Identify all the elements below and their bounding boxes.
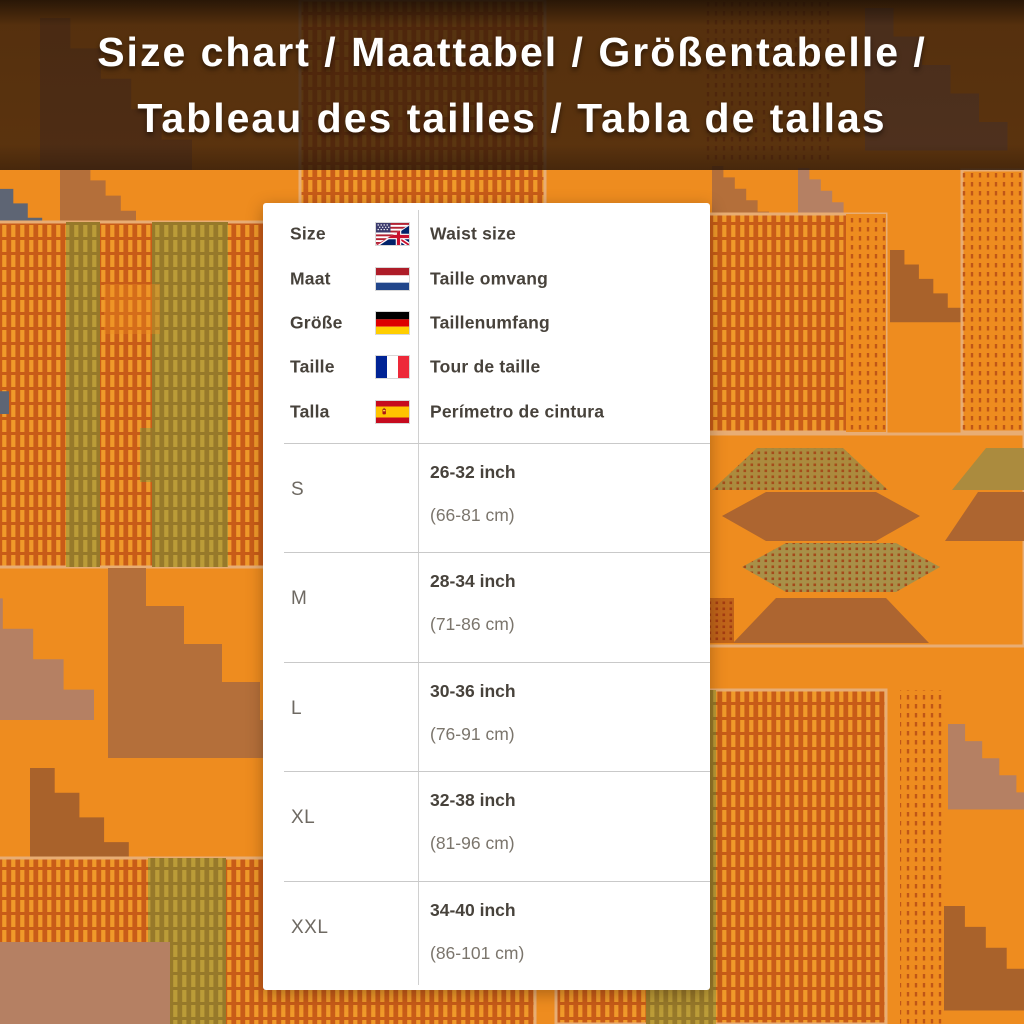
size-row-m: M 28-34 inch (71-86 cm) [263,552,710,661]
legend-language-label: Size [290,223,326,244]
legend-row-spanish: Talla Perímetro de cintura [263,390,710,434]
waist-inches: 30-36 inch [430,680,516,701]
size-rows: S 26-32 inch (66-81 cm) M 28-34 inch (71… [263,443,710,990]
waist-inches: 28-34 inch [430,571,516,592]
size-row-s: S 26-32 inch (66-81 cm) [263,443,710,552]
language-legend: Size [263,212,710,434]
legend-language-label: Größe [290,312,343,333]
size-label: L [291,697,303,719]
netherlands-flag-icon [375,266,410,291]
size-label: S [291,479,305,500]
waist-cm: (66-81 cm) [430,505,515,525]
waist-cm: (86-101 cm) [430,942,525,963]
legend-description: Perímetro de cintura [430,401,605,422]
legend-language-label: Taille [290,356,335,377]
legend-row-english: Size [263,212,710,256]
waist-cm: (76-91 cm) [430,723,515,744]
legend-row-french: Taille Tour de taille [263,345,710,389]
legend-language-label: Talla [290,401,330,422]
waist-cm: (71-86 cm) [430,614,515,635]
size-row-xxl: XXL 34-40 inch (86-101 cm) [263,880,710,990]
size-label: XXL [291,916,329,938]
legend-description: Waist size [430,223,516,244]
size-label: M [291,588,308,610]
us-uk-flag-icon [375,222,410,247]
spain-flag-icon [375,399,410,424]
size-label: XL [291,807,316,829]
waist-cm: (81-96 cm) [430,833,515,854]
header-banner: Size chart / Maattabel / Größentabelle /… [0,0,1024,170]
size-chart-card: Size [263,203,710,990]
legend-description: Taille omvang [430,268,548,289]
france-flag-icon [375,355,410,380]
germany-flag-icon [375,310,410,335]
waist-inches: 34-40 inch [430,899,516,920]
legend-description: Taillenumfang [430,312,550,333]
legend-language-label: Maat [290,268,331,289]
waist-inches: 32-38 inch [430,790,516,811]
size-row-xl: XL 32-38 inch (81-96 cm) [263,771,710,880]
column-divider [418,210,419,985]
legend-row-dutch: Maat Taille omvang [263,256,710,300]
waist-inches: 26-32 inch [430,462,516,482]
legend-row-german: Größe Taillenumfang [263,301,710,345]
page-title-line2: Tableau des tailles / Tabla de tallas [137,95,887,141]
size-row-l: L 30-36 inch (76-91 cm) [263,661,710,771]
page-title-line1: Size chart / Maattabel / Größentabelle / [97,29,927,75]
legend-description: Tour de taille [430,356,541,377]
